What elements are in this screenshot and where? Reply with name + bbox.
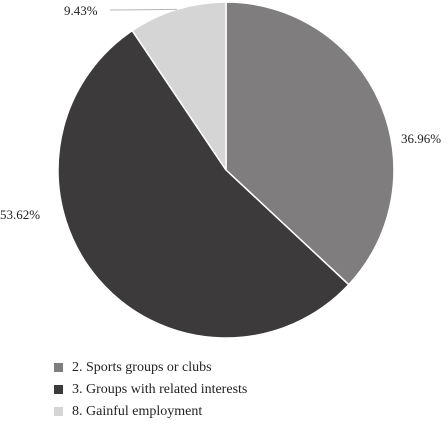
- legend-item-related-interests: 3. Groups with related interests: [54, 379, 247, 400]
- legend-swatch: [54, 407, 63, 416]
- legend-label: 8. Gainful employment: [72, 403, 203, 419]
- legend-swatch: [54, 363, 63, 372]
- leader-line-gainful-employment: [109, 8, 177, 11]
- legend-swatch: [54, 385, 63, 394]
- legend: 2. Sports groups or clubs 3. Groups with…: [54, 357, 247, 423]
- leader-lines: [109, 8, 177, 11]
- data-label-gainful-employment: 9.43%: [64, 3, 98, 18]
- pie-slice-sports-groups: [225, 1, 395, 286]
- data-label-related-interests: 53.62%: [0, 207, 40, 222]
- data-label-sports-groups: 36.96%: [401, 131, 441, 146]
- pie-slices: [57, 1, 395, 339]
- pie-slice-related-interests: [57, 29, 350, 339]
- legend-item-gainful-employment: 8. Gainful employment: [54, 401, 247, 422]
- legend-label: 3. Groups with related interests: [72, 381, 248, 397]
- legend-label: 2. Sports groups or clubs: [72, 359, 212, 375]
- data-labels: 36.96% 53.62% 9.43%: [0, 3, 441, 222]
- legend-item-sports-groups: 2. Sports groups or clubs: [54, 357, 247, 378]
